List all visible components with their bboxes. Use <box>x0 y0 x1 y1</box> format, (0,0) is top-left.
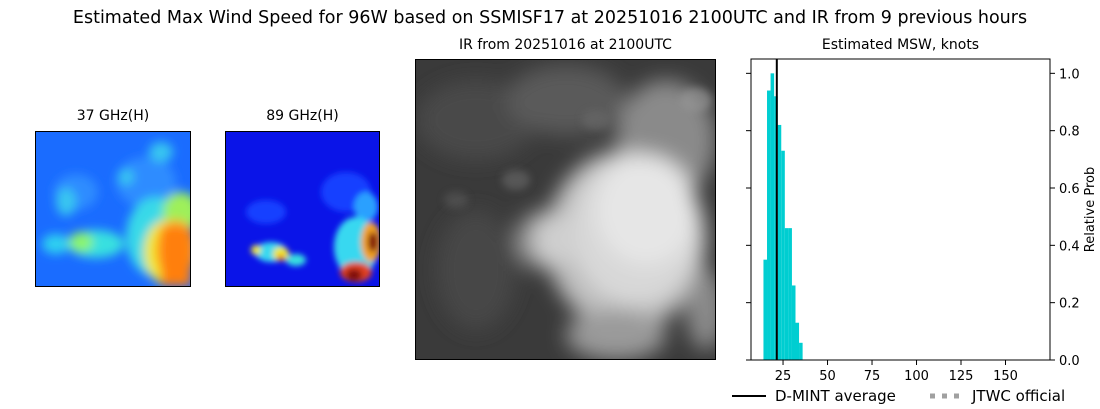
legend-label-jtwc: JTWC official <box>972 387 1066 405</box>
histogram-bar-5 <box>781 150 785 360</box>
histogram-bar-8 <box>791 285 796 360</box>
x-tick-label-1: 50 <box>819 369 836 384</box>
panel-title-89ghz: 89 GHz(H) <box>266 108 339 124</box>
panel-title-ir: IR from 20251016 at 2100UTC <box>459 37 672 53</box>
panel-title-37ghz: 37 GHz(H) <box>76 108 150 124</box>
x-tick-label-4: 125 <box>949 369 974 384</box>
histogram-bar-7 <box>788 228 792 360</box>
histogram-bar-4 <box>777 124 782 360</box>
chart-title: Estimated MSW, knots <box>821 37 980 53</box>
image-ir <box>415 59 716 360</box>
chart-frame <box>750 58 1051 361</box>
histogram-bar-10 <box>799 342 803 360</box>
x-tick-label-3: 100 <box>904 369 929 384</box>
legend-label-dmint: D-MINT average <box>775 387 896 405</box>
y-tick-label-0: 0.0 <box>1059 354 1080 369</box>
figure-title: Estimated Max Wind Speed for 96W based o… <box>72 8 1028 28</box>
legend-line-jtwc <box>930 393 964 399</box>
y-tick-label-5: 1.0 <box>1059 67 1080 82</box>
histogram-bar-2 <box>770 73 775 360</box>
histogram-bar-1 <box>767 90 771 361</box>
histogram-bar-0 <box>763 259 768 360</box>
x-tick-label-0: 25 <box>775 369 792 384</box>
histogram-bar-6 <box>784 228 789 360</box>
y-axis-label: Relative Prob <box>1083 167 1098 252</box>
histogram-bar-9 <box>795 322 800 360</box>
y-tick-label-4: 0.8 <box>1059 125 1080 140</box>
x-tick-label-5: 150 <box>993 369 1018 384</box>
y-tick-label-3: 0.6 <box>1059 182 1080 197</box>
x-tick-label-2: 75 <box>864 369 881 384</box>
y-tick-label-2: 0.4 <box>1059 239 1080 254</box>
image-89ghz <box>225 131 380 287</box>
legend-line-dmint <box>732 395 766 397</box>
chart-legend: D-MINT average JTWC official <box>730 385 1090 407</box>
y-tick-label-1: 0.2 <box>1059 297 1080 312</box>
image-37ghz <box>35 131 191 287</box>
